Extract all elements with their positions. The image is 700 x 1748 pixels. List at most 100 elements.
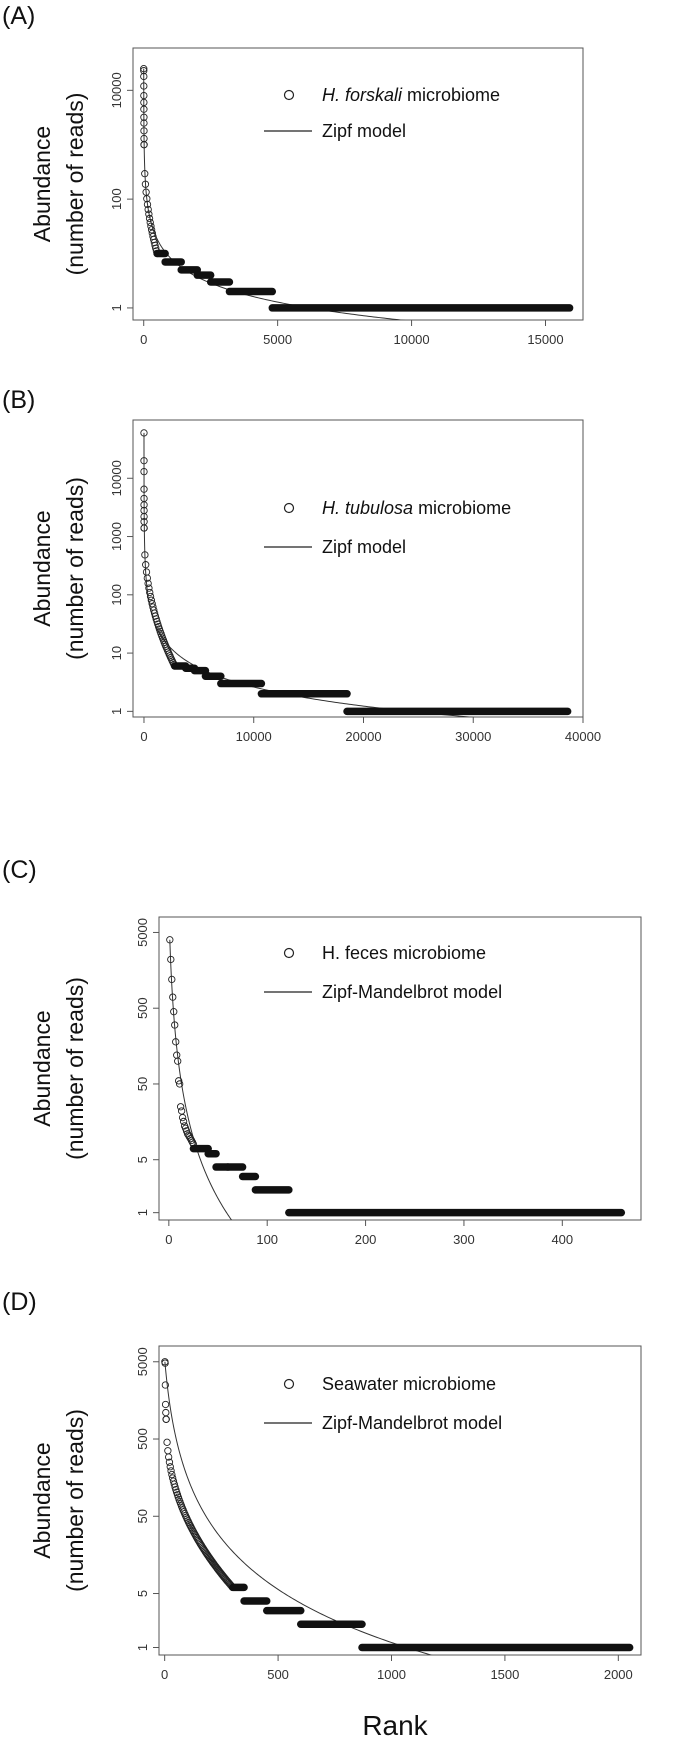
- observed-point: [173, 1051, 181, 1059]
- legend-observed-symbol: [283, 89, 295, 101]
- observed-point: [187, 1136, 196, 1145]
- observed-point: [167, 1467, 175, 1475]
- data-area: [166, 936, 626, 1220]
- observed-point: [167, 955, 175, 964]
- y-axis-label-line: (number of reads): [62, 977, 88, 1160]
- observed-point: [147, 222, 155, 230]
- model-curve: [164, 1361, 433, 1655]
- model-curve: [169, 939, 233, 1220]
- observed-point: [161, 1359, 169, 1367]
- observed-point: [162, 1408, 170, 1417]
- observed-point: [174, 1057, 182, 1065]
- legend-observed-rest: H. feces microbiome: [322, 943, 486, 963]
- panel-b: (B) Abundance (number of reads) 1 10 100 1000 1…: [2, 386, 601, 744]
- legend-observed-symbol: [283, 947, 295, 959]
- observed-point: [143, 200, 152, 209]
- observed-point: [145, 584, 153, 592]
- observed-point: [140, 113, 148, 121]
- y-tick-label: 100: [109, 188, 124, 210]
- y-tick-label: 1: [109, 708, 124, 715]
- y-tick-label: 5: [135, 1156, 150, 1163]
- y-tick-label: 1000: [109, 522, 124, 551]
- y-axis-label-line: Abundance: [29, 510, 55, 626]
- observed-point: [145, 214, 154, 223]
- x-tick-label: 30000: [455, 729, 491, 744]
- observed-point: [141, 180, 150, 188]
- observed-point: [172, 1038, 180, 1046]
- y-axis-label-line: Abundance: [29, 1010, 55, 1126]
- observed-point: [144, 579, 152, 588]
- observed-point: [151, 612, 160, 620]
- plot-frame: [158, 1345, 642, 1656]
- y-tick-label: 1: [135, 1209, 150, 1216]
- observed-point: [165, 1453, 173, 1461]
- observed-point: [169, 993, 177, 1001]
- panel-a: (A) Abundance (number of reads) 1 100 10000 0 5…: [2, 2, 584, 347]
- y-axis-label: Abundance (number of reads): [29, 477, 88, 660]
- y-tick-label: 50: [135, 1077, 150, 1091]
- legend-model-label: Zipf-Mandelbrot model: [322, 1413, 502, 1433]
- observed-point: [171, 1021, 179, 1029]
- y-tick-label: 100: [109, 584, 124, 606]
- observed-point: [145, 210, 153, 218]
- observed-point: [177, 1107, 186, 1115]
- observed-point: [143, 195, 151, 203]
- panel-c: (C) Abundance (number of reads) 1 5 50 500 5000…: [2, 856, 642, 1247]
- observed-point: [168, 975, 176, 984]
- legend-model-label: Zipf model: [322, 537, 406, 557]
- observed-point: [147, 226, 156, 234]
- x-tick-label: 20000: [345, 729, 381, 744]
- observed-point: [140, 105, 148, 113]
- x-tick-label: 1000: [377, 1667, 406, 1682]
- observed-point: [140, 524, 148, 532]
- observed-point: [146, 218, 154, 227]
- observed-point: [151, 241, 159, 250]
- observed-point: [176, 1080, 184, 1088]
- observed-point: [170, 1008, 178, 1016]
- observed-point: [140, 485, 148, 493]
- observed-point: [142, 561, 150, 569]
- y-axis-label-line: Abundance: [29, 1442, 55, 1558]
- y-tick-label: 10: [109, 646, 124, 660]
- legend-observed-symbol: [283, 1378, 295, 1390]
- observed-point: [179, 1117, 188, 1126]
- observed-point: [161, 1381, 170, 1389]
- y-axis-label: Abundance (number of reads): [29, 93, 88, 276]
- legend-observed-species: H. forskali: [322, 85, 403, 105]
- plot-frame: [132, 419, 584, 718]
- y-axis-label-line: (number of reads): [62, 477, 88, 660]
- x-tick-label: 500: [267, 1667, 289, 1682]
- y-tick-label: 10000: [109, 460, 124, 496]
- y-tick-label: 5000: [135, 1347, 150, 1376]
- observed-point: [144, 205, 152, 214]
- legend-observed-label: Seawater microbiome: [322, 1374, 496, 1394]
- model-curve: [143, 68, 406, 320]
- legend-observed-species: H. tubulosa: [322, 498, 413, 518]
- panel-d: (D)Abundance (number of reads)15505005000…: [2, 1288, 642, 1682]
- observed-point: [140, 72, 148, 81]
- observed-point: [140, 429, 148, 437]
- x-tick-label: 200: [355, 1232, 377, 1247]
- panel-label: (A): [2, 2, 35, 30]
- x-tick-label: 0: [165, 1232, 172, 1247]
- x-tick-label: 0: [140, 332, 147, 347]
- legend-observed-rest: microbiome: [413, 498, 511, 518]
- observed-point: [165, 1458, 174, 1466]
- observed-point: [164, 1447, 172, 1455]
- observed-point: [140, 65, 148, 73]
- observed-point: [140, 82, 148, 90]
- observed-point: [147, 596, 155, 604]
- observed-point: [176, 1103, 185, 1111]
- observed-point: [163, 1438, 171, 1446]
- y-tick-label: 1: [109, 304, 124, 311]
- panel-label: (B): [2, 386, 35, 414]
- panel-label: (D): [2, 1288, 37, 1316]
- x-tick-label: 0: [161, 1667, 168, 1682]
- x-tick-label: 300: [453, 1232, 475, 1247]
- legend-observed-label: H. tubulosa microbiome: [322, 498, 511, 518]
- observed-point: [150, 238, 159, 247]
- y-axis-label: Abundance (number of reads): [29, 977, 88, 1160]
- observed-point: [161, 1400, 170, 1409]
- data-area: [140, 65, 574, 320]
